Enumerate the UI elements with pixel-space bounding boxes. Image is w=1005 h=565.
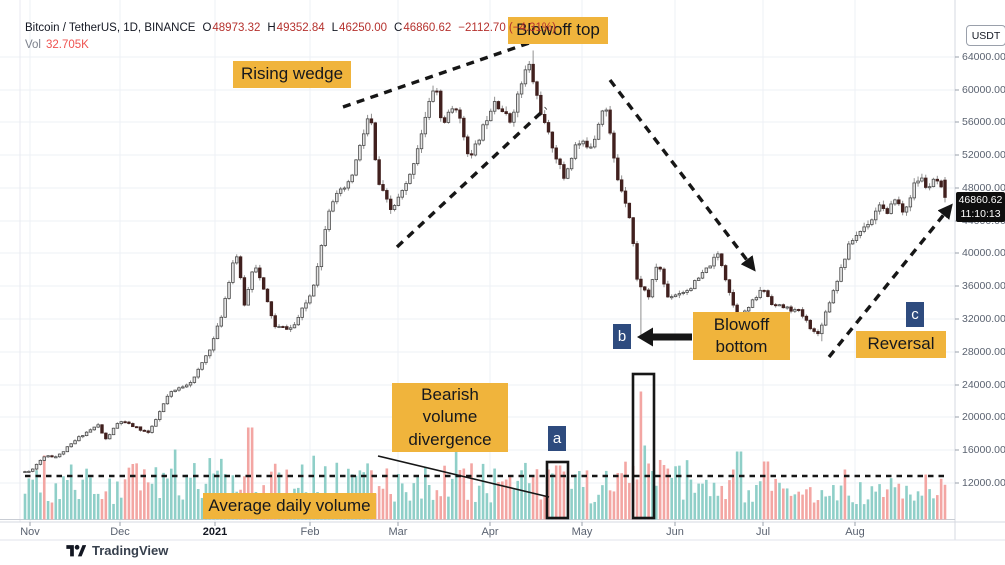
annotation-marker-c[interactable]: c <box>906 302 924 327</box>
price-tick-label: 64000.00 <box>962 51 1005 63</box>
volume-label: Vol <box>25 39 41 51</box>
volume-value: 32.705K <box>46 39 89 51</box>
price-tick-label: 12000.00 <box>962 477 1005 489</box>
time-tick-label-jun: Jun <box>666 526 684 538</box>
annotation-blowoff-top[interactable]: Blowoff top <box>508 17 608 44</box>
currency-toggle-button[interactable]: USDT <box>966 25 1005 46</box>
price-tick-label: 32000.00 <box>962 313 1005 325</box>
annotation-marker-a[interactable]: a <box>548 426 566 451</box>
legend-volume-row: Vol 32.705K <box>25 38 556 52</box>
time-tick-label-dec: Dec <box>110 526 130 538</box>
price-tick-label: 36000.00 <box>962 280 1005 292</box>
price-tick-label: 52000.00 <box>962 149 1005 161</box>
last-price-label[interactable]: 46860.62 11:10:13 <box>956 192 1005 222</box>
time-tick-label-apr: Apr <box>481 526 499 538</box>
change-value: −2112.70 (−4.31%) <box>458 22 556 34</box>
ohlc-low: L46250.00 <box>331 22 388 34</box>
ohlc-close: C46860.62 <box>394 22 452 34</box>
price-tick-label: 40000.00 <box>962 247 1005 259</box>
time-tick-label-may: May <box>571 526 593 538</box>
annotation-marker-b[interactable]: b <box>613 324 631 349</box>
price-tick-label: 28000.00 <box>962 346 1005 358</box>
time-axis[interactable]: Nov Dec 2021 Feb Mar Apr May Jun Jul Aug <box>0 522 1005 540</box>
time-tick-label-2021: 2021 <box>202 526 228 538</box>
annotation-bearish-volume-divergence[interactable]: Bearish volume divergence <box>392 383 508 452</box>
price-tick-label: 56000.00 <box>962 116 1005 128</box>
price-tick-label: 20000.00 <box>962 411 1005 423</box>
tradingview-logo-icon <box>66 544 86 557</box>
annotation-rising-wedge[interactable]: Rising wedge <box>233 61 351 88</box>
tradingview-logo-text: TradingView <box>92 543 169 558</box>
annotation-blowoff-bottom[interactable]: Blowoff bottom <box>693 312 790 360</box>
bar-countdown: 11:10:13 <box>960 208 1001 220</box>
price-tick-label: 48000.00 <box>962 182 1005 194</box>
price-tick-label: 24000.00 <box>962 379 1005 391</box>
time-tick-label-nov: Nov <box>20 526 40 538</box>
price-axis[interactable]: 64000.00 60000.00 56000.00 52000.00 48000.00… <box>955 0 1005 540</box>
time-tick-label-feb: Feb <box>300 526 320 538</box>
legend-ohlc-row: Bitcoin / TetherUS, 1D, BINANCE O48973.3… <box>25 21 556 35</box>
chart-legend: Bitcoin / TetherUS, 1D, BINANCE O48973.3… <box>25 21 556 52</box>
ohlc-high: H49352.84 <box>267 22 325 34</box>
time-tick-label-mar: Mar <box>388 526 408 538</box>
time-tick-label-jul: Jul <box>755 526 771 538</box>
annotation-average-daily-volume[interactable]: Average daily volume <box>203 493 376 519</box>
time-tick-label-aug: Aug <box>845 526 865 538</box>
tradingview-logo[interactable]: TradingView <box>66 543 168 558</box>
price-tick-label: 60000.00 <box>962 84 1005 96</box>
price-tick-label: 16000.00 <box>962 444 1005 456</box>
last-price-value: 46860.62 <box>958 194 1003 206</box>
ohlc-open: O48973.32 <box>202 22 261 34</box>
annotation-reversal[interactable]: Reversal <box>856 331 946 358</box>
symbol-title[interactable]: Bitcoin / TetherUS, 1D, BINANCE <box>25 22 196 34</box>
